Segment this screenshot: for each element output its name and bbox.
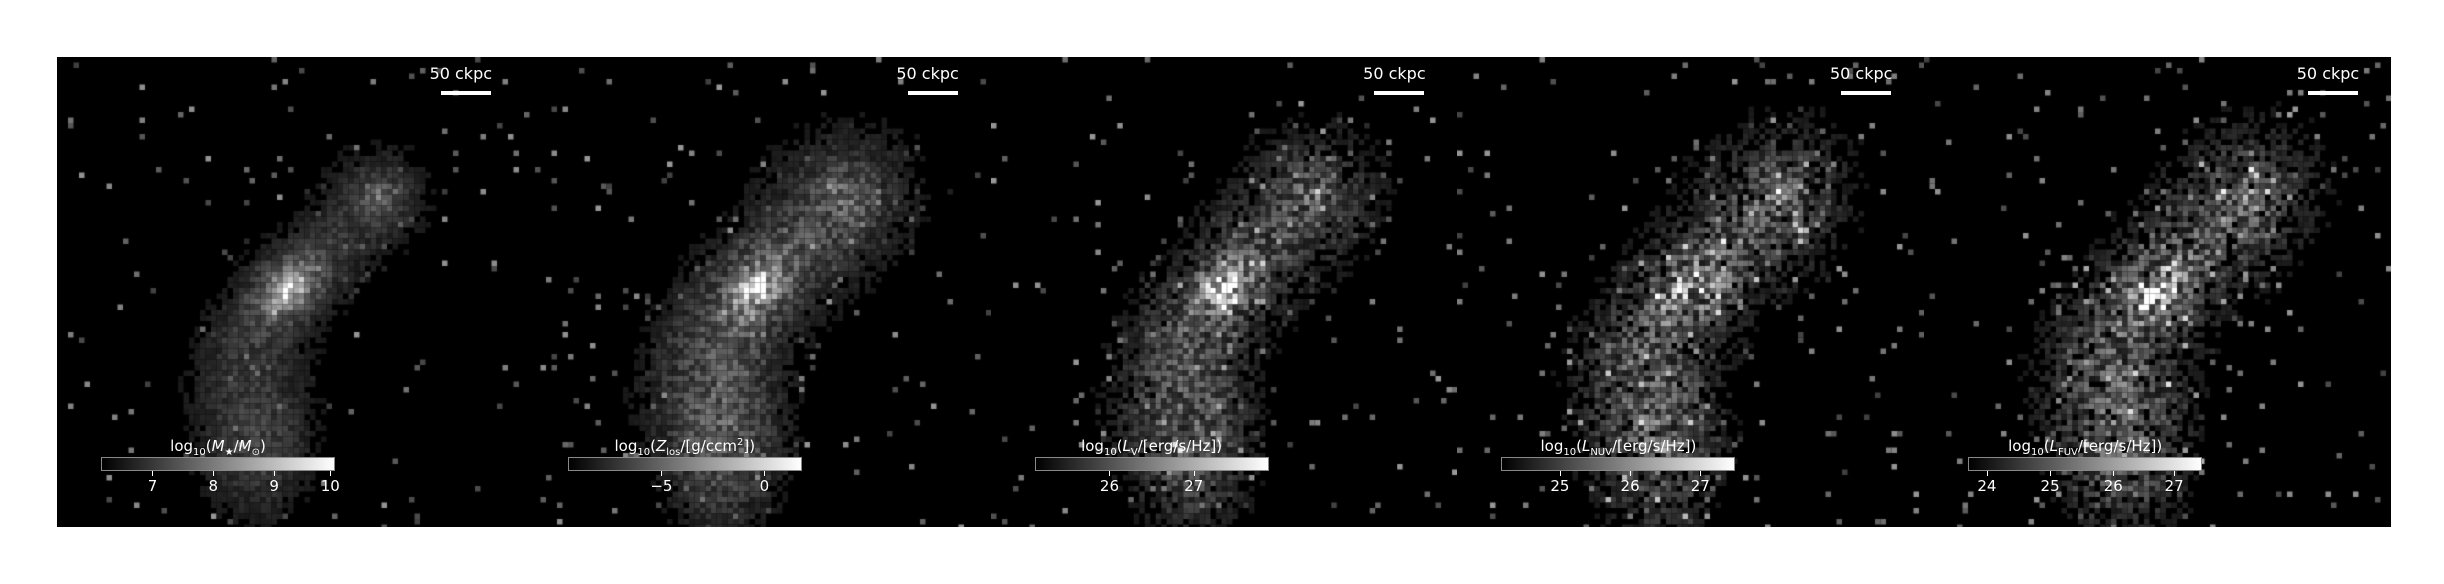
colorbar-tick-label: 27 [2164,477,2184,495]
colorbar-tick [213,471,215,476]
image-strip: 50 ckpc log10(M★/M⊙) 7 8 9 10 50 ckpc log10… [57,57,2391,527]
colorbar-tick-label: 27 [1690,477,1710,495]
colorbar-title: log10(M★/M⊙) [170,437,266,458]
colorbar-tick-label: 25 [2040,477,2060,495]
galaxy-map [1457,57,1925,527]
colorbar-title: log10(LNUV/[erg/s/Hz]) [1540,437,1697,458]
scalebar-label: 50 ckpc [896,64,959,83]
colorbar-gradient [567,457,802,471]
colorbar-tick [1559,471,1561,476]
colorbar-tick-label: 24 [1977,477,1997,495]
colorbar-tick [1109,471,1111,476]
colorbar-tick-label: 26 [1099,477,1120,495]
scalebar-label: 50 ckpc [1829,64,1893,83]
colorbar-tick [152,471,154,476]
colorbar-title: log10(Zlos/[g/ccm2]) [614,437,756,458]
colorbar-gradient [1034,457,1269,471]
colorbar-title: log10(LFUV/[erg/s/Hz]) [2008,437,2163,458]
scalebar-label: 50 ckpc [2296,64,2360,83]
colorbar-tick-label: 26 [1620,477,1640,495]
galaxy-map [1924,57,2391,527]
colorbar-tick [330,471,332,476]
colorbar-tick-label: 9 [269,477,279,495]
colorbar-tick [274,471,276,476]
scalebar-line [907,91,958,95]
colorbar-tick-label: −5 [650,477,673,495]
colorbar-tick-label: 25 [1550,477,1570,495]
colorbar-tick [2050,471,2052,476]
scalebar-line [440,91,491,95]
colorbar-gradient [1501,457,1736,471]
galaxy-map [990,57,1458,527]
colorbar-tick [1630,471,1632,476]
colorbar-tick-label: 0 [759,477,770,495]
colorbar-tick [1700,471,1702,476]
colorbar-tick [764,471,766,476]
colorbar-tick-label: 27 [1184,477,1204,495]
scalebar-label: 50 ckpc [1363,64,1426,83]
colorbar-tick [1986,471,1988,476]
scalebar-line [2307,91,2358,95]
colorbar-tick [661,471,663,476]
map-panel-nuv-luminosity: 50 ckpc log10(LNUV/[erg/s/Hz]) 25 26 27 [1457,57,1925,527]
galaxy-map [57,57,524,527]
scalebar-line [1841,91,1892,95]
map-panel-metal-column: 50 ckpc log10(Zlos/[g/ccm2]) −5 0 [523,57,991,527]
colorbar-gradient [101,457,335,471]
colorbar-tick-label: 10 [320,477,340,495]
colorbar-tick-label: 8 [208,477,219,495]
colorbar-tick-label: 26 [2103,477,2123,495]
colorbar-title: log10(LV/[erg/s/Hz]) [1081,437,1223,458]
map-panel-stellar-mass: 50 ckpc log10(M★/M⊙) 7 8 9 10 [57,57,524,527]
colorbar-tick [2174,471,2176,476]
colorbar-tick [1193,471,1195,476]
galaxy-map [523,57,991,527]
colorbar-gradient [1968,457,2203,471]
colorbar-tick-label: 7 [147,477,158,495]
map-panel-v-luminosity: 50 ckpc log10(LV/[erg/s/Hz]) 26 27 [990,57,1458,527]
scalebar-label: 50 ckpc [429,64,493,83]
colorbar-tick [2113,471,2115,476]
scalebar-line [1374,91,1425,95]
map-panel-fuv-luminosity: 50 ckpc log10(LFUV/[erg/s/Hz]) 24 25 26 27 [1924,57,2391,527]
